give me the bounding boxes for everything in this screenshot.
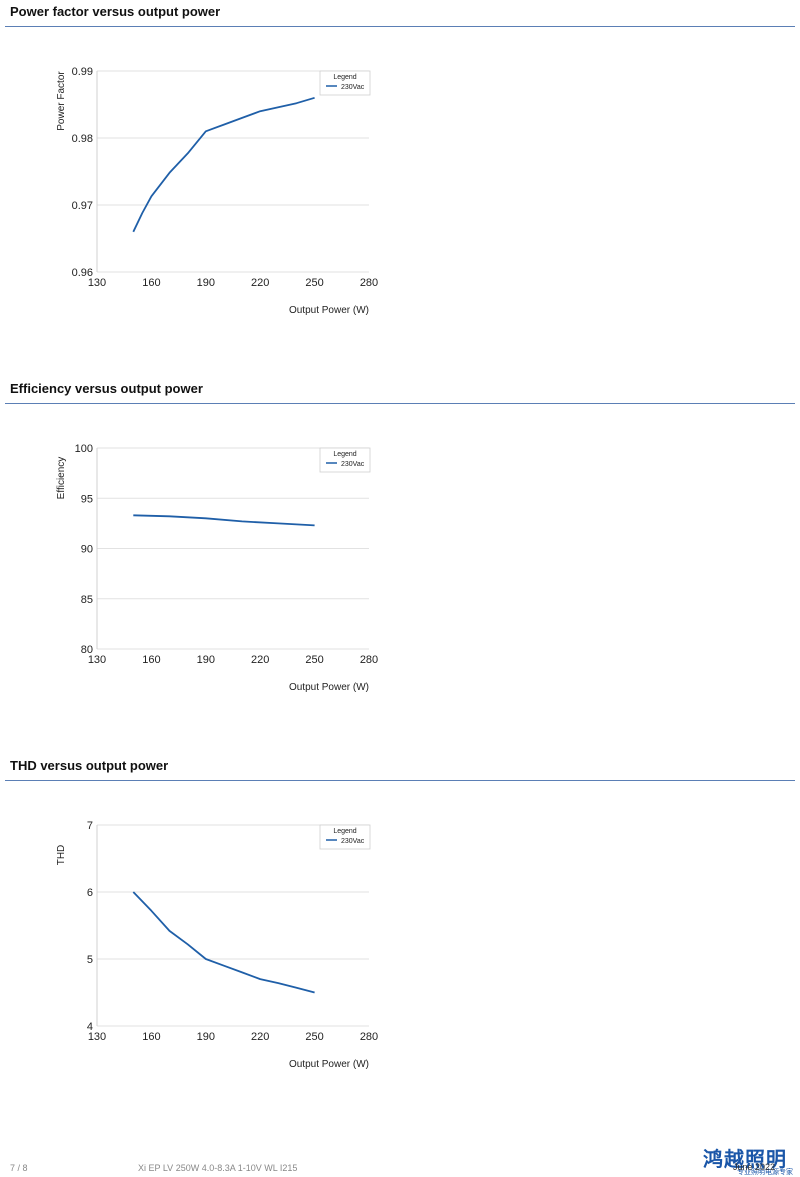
x-tick-label: 220 [251,277,269,289]
y-tick-label: 95 [81,493,93,505]
y-tick-label: 6 [87,887,93,899]
x-tick-label: 190 [197,654,215,666]
legend-title: Legend [333,451,356,458]
y-tick-label: 5 [87,954,93,966]
y-axis-label: THD [56,845,67,866]
y-tick-label: 0.96 [72,267,93,279]
y-tick-label: 0.97 [72,200,93,212]
footer-page-number: 7 / 8 [10,1163,28,1173]
y-tick-label: 100 [75,443,93,455]
x-tick-label: 250 [305,654,323,666]
y-tick-label: 90 [81,544,93,556]
section-divider [5,780,795,781]
section-title: Power factor versus output power [10,4,221,19]
legend-title: Legend [333,828,356,835]
legend-title: Legend [333,74,356,81]
section-divider [5,403,795,404]
legend-box [319,824,371,850]
series-line-0 [132,96,315,233]
x-tick-label: 190 [197,277,215,289]
x-tick-label: 250 [305,1031,323,1043]
x-tick-label: 280 [360,654,378,666]
y-tick-label: 0.99 [72,66,93,78]
x-tick-label: 130 [88,277,106,289]
watermark-logo-subtext: 专业照明电源专家 [737,1168,793,1176]
x-tick-label: 160 [142,277,160,289]
chart-section-efficiency: Efficiency versus output power 80 85 90 95 1… [0,381,800,721]
x-axis-label: Output Power (W) [289,305,369,316]
x-tick-label: 250 [305,277,323,289]
legend-entry-label: 230Vac [341,84,365,91]
x-tick-label: 160 [142,1031,160,1043]
footer-product-name: Xi EP LV 250W 4.0-8.3A 1-10V WL I215 [138,1163,298,1173]
efficiency-chart: 80 85 90 95 100 130 160 190 220 250 280 Efficiency O… [56,443,378,693]
y-axis-label: Power Factor [56,71,67,131]
section-title: THD versus output power [10,758,169,773]
x-axis-label: Output Power (W) [289,1059,369,1070]
x-tick-label: 220 [251,654,269,666]
x-tick-label: 280 [360,277,378,289]
thd-chart: 4 5 6 7 130 160 190 220 250 280 THD Output Power (W… [56,820,378,1070]
legend-entry-label: 230Vac [341,838,365,845]
footer-date: June 2022 [733,1162,776,1172]
y-tick-label: 7 [87,820,93,832]
x-tick-label: 220 [251,1031,269,1043]
watermark-logo-text: 鸿越照明 [703,1147,787,1171]
chart-section-thd: THD versus output power 4 5 6 7 130 160 190 220… [0,758,800,1098]
series-line-0 [132,891,315,994]
y-tick-label: 85 [81,594,93,606]
power-factor-chart: 0.96 0.97 0.98 0.99 130 160 190 220 250 280 Power … [56,66,378,316]
legend-box [319,70,371,96]
x-axis-label: Output Power (W) [289,682,369,693]
section-divider [5,26,795,27]
watermark-logo: 鸿越照明 专业照明电源专家 [703,1143,795,1177]
x-tick-label: 160 [142,654,160,666]
legend-box [319,447,371,473]
series-line-0 [133,514,315,527]
y-tick-label: 80 [81,644,93,656]
y-tick-label: 0.98 [72,133,93,145]
chart-section-power-factor: Power factor versus output power 0.96 0.9… [0,4,800,344]
legend-entry-label: 230Vac [341,461,365,468]
y-tick-label: 4 [87,1021,93,1033]
x-tick-label: 130 [88,654,106,666]
x-tick-label: 130 [88,1031,106,1043]
y-axis-label: Efficiency [56,457,67,500]
section-title: Efficiency versus output power [10,381,203,396]
x-tick-label: 280 [360,1031,378,1043]
x-tick-label: 190 [197,1031,215,1043]
